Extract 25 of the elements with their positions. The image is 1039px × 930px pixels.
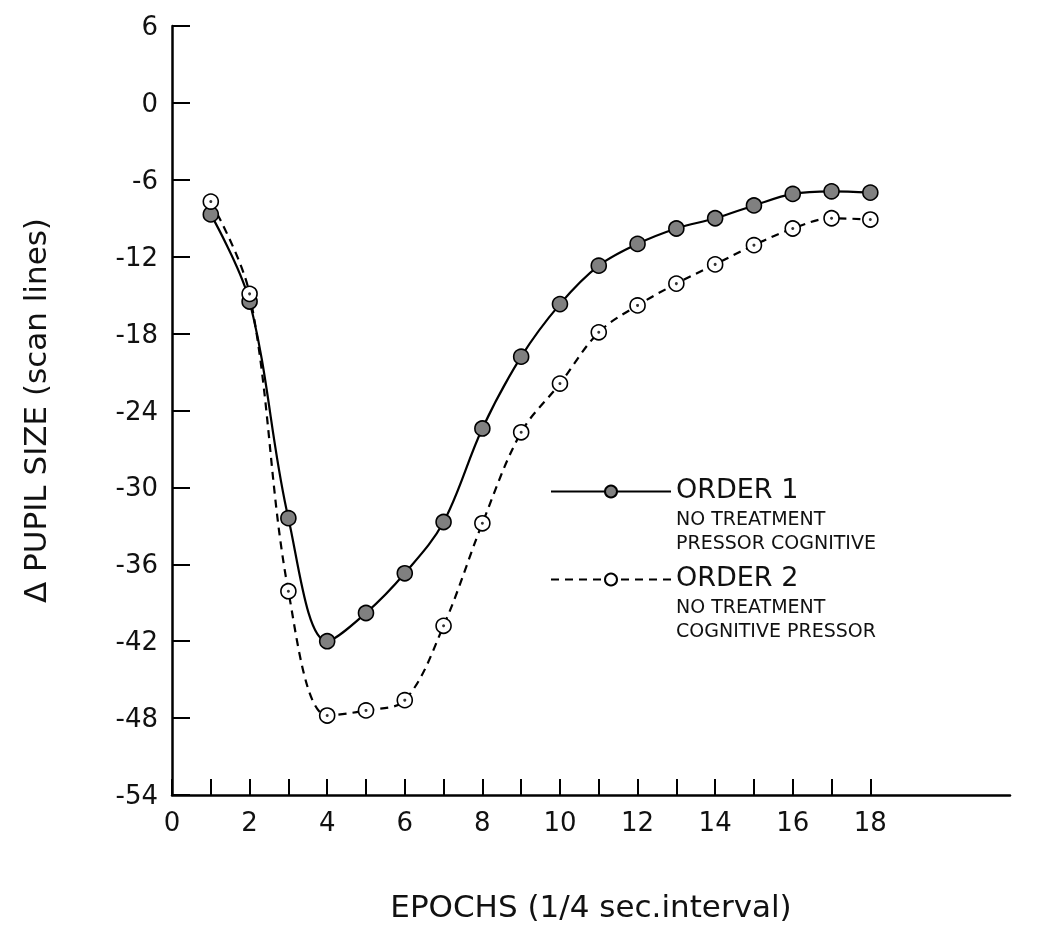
y-tick-label: -30 xyxy=(115,472,158,503)
x-tick-label: 18 xyxy=(853,807,887,837)
x-tick-label: 4 xyxy=(318,807,336,837)
y-tick-label: -24 xyxy=(115,395,158,426)
legend-label: ORDER 1 NO TREATMENT PRESSOR COGNITIVE xyxy=(676,473,876,553)
y-tick-label: -54 xyxy=(115,780,158,810)
x-tick-label: 8 xyxy=(474,807,491,837)
y-tick-label: -6 xyxy=(132,164,158,195)
y-tick-label: -12 xyxy=(115,241,158,272)
y-tick-label: -48 xyxy=(115,703,158,734)
x-tick-label: 12 xyxy=(621,807,655,837)
y-tick-label: -42 xyxy=(115,626,158,657)
y-tick-label: 0 xyxy=(141,87,158,118)
y-tick-label: -18 xyxy=(115,318,158,349)
x-tick-label: 16 xyxy=(776,807,810,837)
y-axis-title: Δ PUPIL SIZE (scan lines) xyxy=(16,218,53,603)
x-tick-label: 10 xyxy=(543,807,577,837)
x-tick-label: 0 xyxy=(163,807,181,837)
x-axis-title: EPOCHS (1/4 sec.interval) xyxy=(390,887,792,924)
x-tick-label: 2 xyxy=(241,807,258,837)
y-tick-label: 6 xyxy=(141,11,158,41)
x-tick-label: 6 xyxy=(396,807,414,837)
legend-label: ORDER 2 NO TREATMENT COGNITIVE PRESSOR xyxy=(676,561,876,641)
y-tick-label: -36 xyxy=(115,549,158,580)
x-tick-label: 14 xyxy=(698,807,732,837)
